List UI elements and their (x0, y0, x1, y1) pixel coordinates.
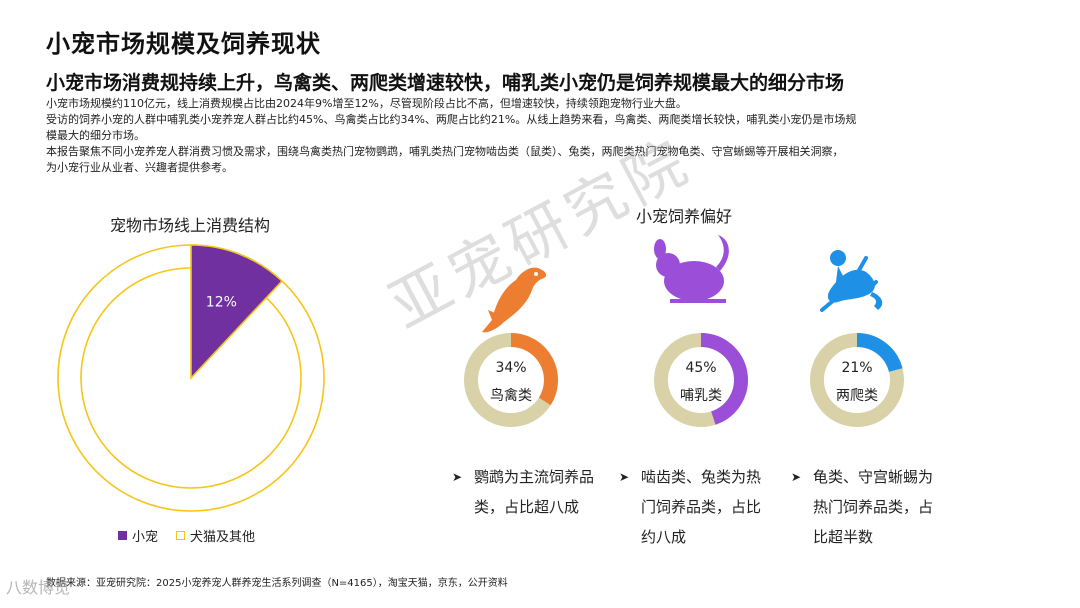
donut-segment (510, 333, 558, 406)
legend-item: 犬猫及其他 (176, 526, 255, 545)
bullet-reptiles: ➤ 龟类、守宫蜥蜴为热门饲养品类，占比超半数 (791, 462, 941, 552)
data-source: 数据来源：亚宠研究院：2025小宠养宠人群养宠生活系列调查（N=4165），淘宝… (46, 578, 508, 589)
bullet-text: 龟类、守宫蜥蜴为热门饲养品类，占比超半数 (813, 468, 934, 546)
page-title: 小宠市场规模及饲养现状 (46, 30, 321, 58)
chinchilla-icon (654, 235, 729, 303)
description-line: 受访的饲养小宠的人群中哺乳类小宠养宠人群占比约45%、鸟禽类占比约34%、两爬占… (46, 113, 857, 126)
pie-legend: 小宠 犬猫及其他 (118, 526, 273, 545)
legend-swatch (176, 531, 186, 540)
pie-slice-label: 12% (206, 294, 237, 310)
arrow-bullet-icon: ➤ (619, 470, 630, 484)
bullet-text: 啮齿类、兔类为热门饲养品类，占比约八成 (641, 468, 762, 546)
bullet-text: 鹦鹉为主流饲养品类，占比超八成 (474, 468, 595, 516)
page-subtitle: 小宠市场消费规持续上升，鸟禽类、两爬类增速较快，哺乳类小宠仍是饲养规模最大的细分… (46, 72, 845, 94)
donut-category-label: 两爬类 (836, 388, 878, 404)
description-line: 模最大的细分市场。 (46, 129, 145, 142)
legend-swatch (118, 531, 127, 540)
donut-value-label: 45% (685, 360, 716, 376)
lizard-icon (820, 250, 883, 312)
donut-value-label: 34% (495, 360, 526, 376)
description-line: 小宠市场规模约110亿元，线上消费规模占比由2024年9%增至12%，尽管现阶段… (46, 97, 687, 110)
legend-label: 小宠 (132, 530, 159, 545)
donut-segment (856, 333, 903, 373)
arrow-bullet-icon: ➤ (791, 470, 802, 484)
donut-category-label: 哺乳类 (680, 388, 722, 404)
arrow-bullet-icon: ➤ (452, 470, 463, 484)
description: 小宠市场规模约110亿元，线上消费规模占比由2024年9%增至12%，尽管现阶段… (46, 96, 1036, 176)
donut-segment (700, 333, 748, 425)
preference-chart-title: 小宠饲养偏好 (636, 207, 733, 226)
description-line: 本报告聚焦不同小宠养宠人群消费习惯及需求，围绕鸟禽类热门宠物鹦鹉，哺乳类热门宠物… (46, 145, 844, 158)
legend-label: 犬猫及其他 (190, 530, 256, 545)
legend-item: 小宠 (118, 526, 158, 545)
pie-slice-small-pets (190, 244, 284, 381)
description-line: 为小宠行业从业者、兴趣者提供参考。 (46, 161, 233, 174)
donut-category-label: 鸟禽类 (490, 387, 532, 404)
logo-watermark: 八数博览 (6, 578, 71, 597)
bullet-mammals: ➤ 啮齿类、兔类为热门饲养品类，占比约八成 (619, 462, 769, 552)
pie-chart-title: 宠物市场线上消费结构 (110, 216, 271, 235)
bullet-birds: ➤ 鹦鹉为主流饲养品类，占比超八成 (452, 462, 602, 522)
bird-icon (482, 267, 547, 333)
donut-value-label: 21% (841, 360, 872, 376)
